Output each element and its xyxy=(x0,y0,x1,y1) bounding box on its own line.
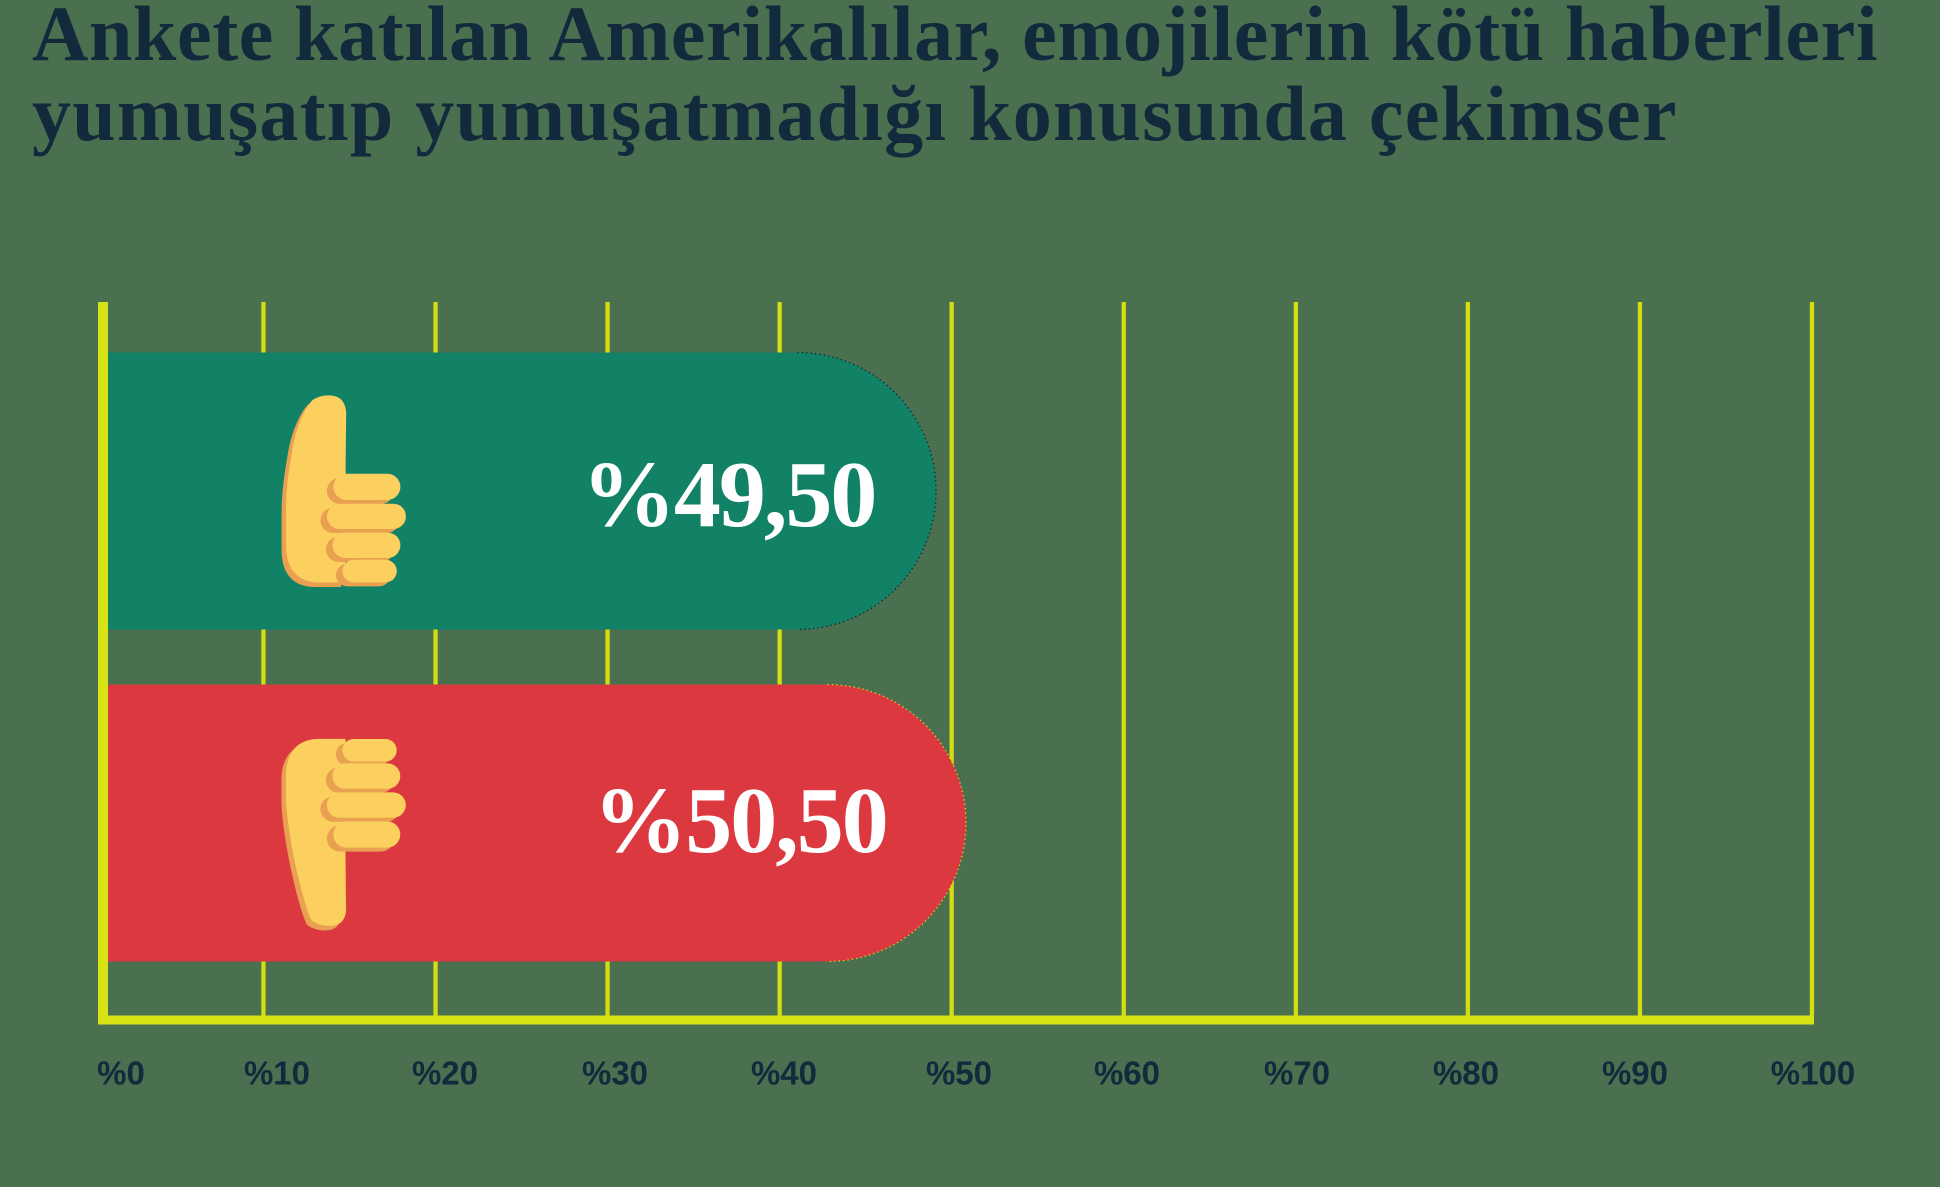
svg-text:%50,50: %50,50 xyxy=(593,769,887,873)
svg-text:%49,50: %49,50 xyxy=(582,443,876,547)
svg-text:%20: %20 xyxy=(412,1055,478,1092)
svg-text:%50: %50 xyxy=(926,1055,992,1092)
svg-text:%30: %30 xyxy=(582,1055,648,1092)
svg-text:%10: %10 xyxy=(244,1055,310,1092)
svg-text:%40: %40 xyxy=(751,1055,817,1092)
svg-text:%70: %70 xyxy=(1264,1055,1330,1092)
svg-text:%0: %0 xyxy=(97,1055,145,1092)
svg-text:%90: %90 xyxy=(1602,1055,1668,1092)
svg-text:%60: %60 xyxy=(1094,1055,1160,1092)
svg-text:%100: %100 xyxy=(1771,1055,1855,1092)
svg-text:%80: %80 xyxy=(1433,1055,1499,1092)
